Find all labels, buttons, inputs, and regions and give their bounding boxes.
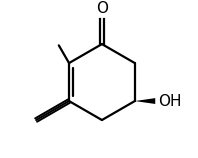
Text: OH: OH [158,94,182,109]
Polygon shape [135,98,155,104]
Text: O: O [96,1,108,16]
